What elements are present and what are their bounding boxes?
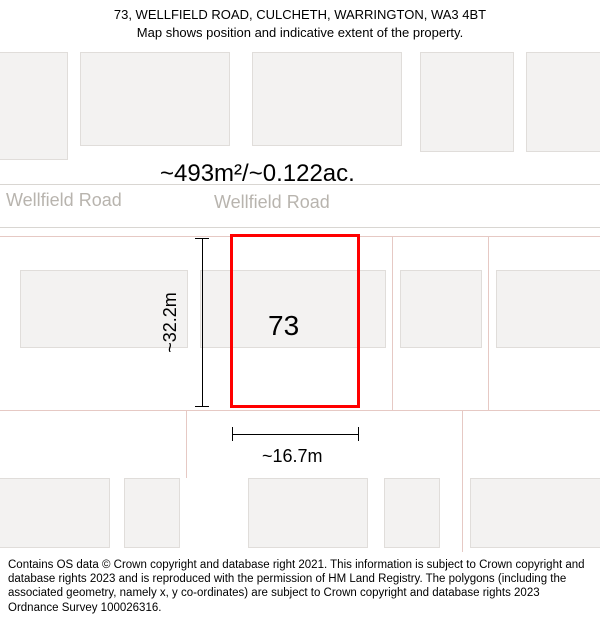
- building: [248, 478, 368, 548]
- road-label-left: Wellfield Road: [6, 190, 122, 211]
- page-subtitle: Map shows position and indicative extent…: [0, 24, 600, 42]
- dim-label-width: ~16.7m: [262, 446, 323, 467]
- building: [0, 478, 110, 548]
- area-label: ~493m²/~0.122ac.: [160, 160, 355, 188]
- building: [400, 270, 482, 348]
- map-canvas: Wellfield Road Wellfield Road ~493m²/~0.…: [0, 0, 600, 625]
- parcel-line: [462, 410, 463, 560]
- dim-cap: [195, 238, 209, 239]
- parcel-line: [0, 410, 600, 411]
- building: [496, 270, 600, 348]
- building: [470, 478, 600, 548]
- dim-line-horizontal: [232, 434, 358, 435]
- dim-cap: [232, 427, 233, 441]
- dim-cap: [195, 406, 209, 407]
- building: [80, 52, 230, 146]
- building: [124, 478, 180, 548]
- building: [526, 52, 600, 152]
- footer-copyright: Contains OS data © Crown copyright and d…: [0, 552, 600, 625]
- house-number: 73: [268, 310, 299, 342]
- building: [420, 52, 514, 152]
- header: 73, WELLFIELD ROAD, CULCHETH, WARRINGTON…: [0, 0, 600, 41]
- building: [0, 52, 68, 160]
- dim-cap: [358, 427, 359, 441]
- dim-line-vertical: [202, 238, 203, 406]
- dim-label-height: ~32.2m: [160, 292, 181, 353]
- building: [252, 52, 402, 146]
- parcel-line: [392, 236, 393, 410]
- parcel-line: [186, 410, 187, 478]
- page-title: 73, WELLFIELD ROAD, CULCHETH, WARRINGTON…: [0, 6, 600, 24]
- parcel-line: [488, 236, 489, 410]
- road-label-right: Wellfield Road: [214, 192, 330, 213]
- building: [384, 478, 440, 548]
